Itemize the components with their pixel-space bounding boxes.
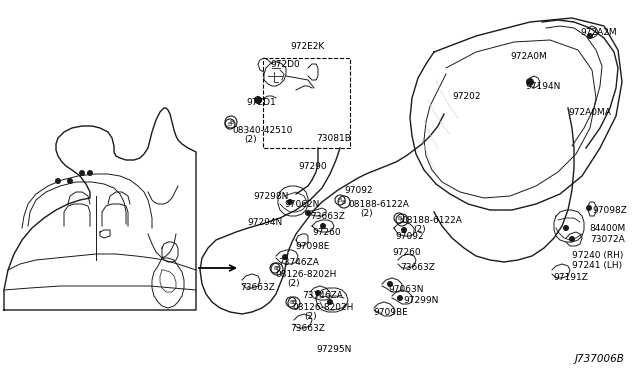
Circle shape xyxy=(87,170,93,176)
Text: 73081B: 73081B xyxy=(316,134,351,143)
Text: 73663Z: 73663Z xyxy=(310,212,345,221)
Text: 972A2M: 972A2M xyxy=(580,28,616,37)
Text: B: B xyxy=(228,122,232,126)
Text: B: B xyxy=(400,218,404,222)
Text: 97092: 97092 xyxy=(395,232,424,241)
Text: B: B xyxy=(229,119,233,125)
Text: 97098Z: 97098Z xyxy=(592,206,627,215)
Text: 73663Z: 73663Z xyxy=(290,324,325,333)
Circle shape xyxy=(282,254,288,260)
Text: 972D1: 972D1 xyxy=(246,98,276,107)
Text: 08188-6122A: 08188-6122A xyxy=(348,200,409,209)
Text: 73663Z: 73663Z xyxy=(400,263,435,272)
Text: (2): (2) xyxy=(244,135,257,144)
Circle shape xyxy=(387,281,393,287)
Bar xyxy=(263,58,350,148)
Text: 97290: 97290 xyxy=(298,162,326,171)
Text: J737006B: J737006B xyxy=(575,354,625,364)
Text: 97298N: 97298N xyxy=(253,192,289,201)
Circle shape xyxy=(305,210,311,216)
Text: B: B xyxy=(275,266,279,272)
Circle shape xyxy=(526,78,534,86)
Text: 972A0MA: 972A0MA xyxy=(568,108,611,117)
Text: 73072A: 73072A xyxy=(590,235,625,244)
Text: 97092: 97092 xyxy=(344,186,372,195)
Circle shape xyxy=(67,178,73,184)
Text: 08126-8202H: 08126-8202H xyxy=(275,270,337,279)
Text: 972E2K: 972E2K xyxy=(290,42,324,51)
Text: 84400M: 84400M xyxy=(589,224,625,233)
Text: 9709BE: 9709BE xyxy=(373,308,408,317)
Circle shape xyxy=(79,170,85,176)
Text: 08340-42510: 08340-42510 xyxy=(232,126,292,135)
Text: (2): (2) xyxy=(360,209,372,218)
Circle shape xyxy=(586,205,592,211)
Text: 97194N: 97194N xyxy=(525,82,561,91)
Circle shape xyxy=(315,290,321,296)
Text: 97294N: 97294N xyxy=(247,218,282,227)
Text: 97191Z: 97191Z xyxy=(553,273,588,282)
Text: B: B xyxy=(338,198,342,202)
Circle shape xyxy=(401,227,407,233)
Text: 73663Z: 73663Z xyxy=(240,283,275,292)
Text: 08188-6122A: 08188-6122A xyxy=(401,216,462,225)
Text: (2): (2) xyxy=(413,225,426,234)
Circle shape xyxy=(327,299,333,305)
Text: 97062N: 97062N xyxy=(284,200,319,209)
Text: (2): (2) xyxy=(287,279,300,288)
Text: 97299N: 97299N xyxy=(403,296,438,305)
Text: 73746ZA: 73746ZA xyxy=(302,291,343,300)
Text: (2): (2) xyxy=(304,312,317,321)
Circle shape xyxy=(397,295,403,301)
Text: 97063N: 97063N xyxy=(388,285,424,294)
Circle shape xyxy=(254,96,262,104)
Text: B: B xyxy=(289,299,293,305)
Circle shape xyxy=(587,33,593,39)
Text: 97295N: 97295N xyxy=(316,345,351,354)
Text: B: B xyxy=(397,215,401,221)
Text: 97260: 97260 xyxy=(392,248,420,257)
Text: 97240 (RH): 97240 (RH) xyxy=(572,251,623,260)
Text: B: B xyxy=(292,301,296,305)
Text: 73746ZA: 73746ZA xyxy=(278,258,319,267)
Circle shape xyxy=(320,223,326,229)
Text: B: B xyxy=(342,199,346,205)
Text: B: B xyxy=(273,266,277,270)
Text: 972A0M: 972A0M xyxy=(510,52,547,61)
Text: 97098E: 97098E xyxy=(295,242,330,251)
Text: 08126-8202H: 08126-8202H xyxy=(292,303,353,312)
Circle shape xyxy=(563,225,569,231)
Circle shape xyxy=(569,236,575,242)
Circle shape xyxy=(287,199,293,205)
Text: 97260: 97260 xyxy=(312,228,340,237)
Text: 972D0: 972D0 xyxy=(270,60,300,69)
Text: 97202: 97202 xyxy=(452,92,481,101)
Text: 97241 (LH): 97241 (LH) xyxy=(572,261,622,270)
Circle shape xyxy=(55,178,61,184)
